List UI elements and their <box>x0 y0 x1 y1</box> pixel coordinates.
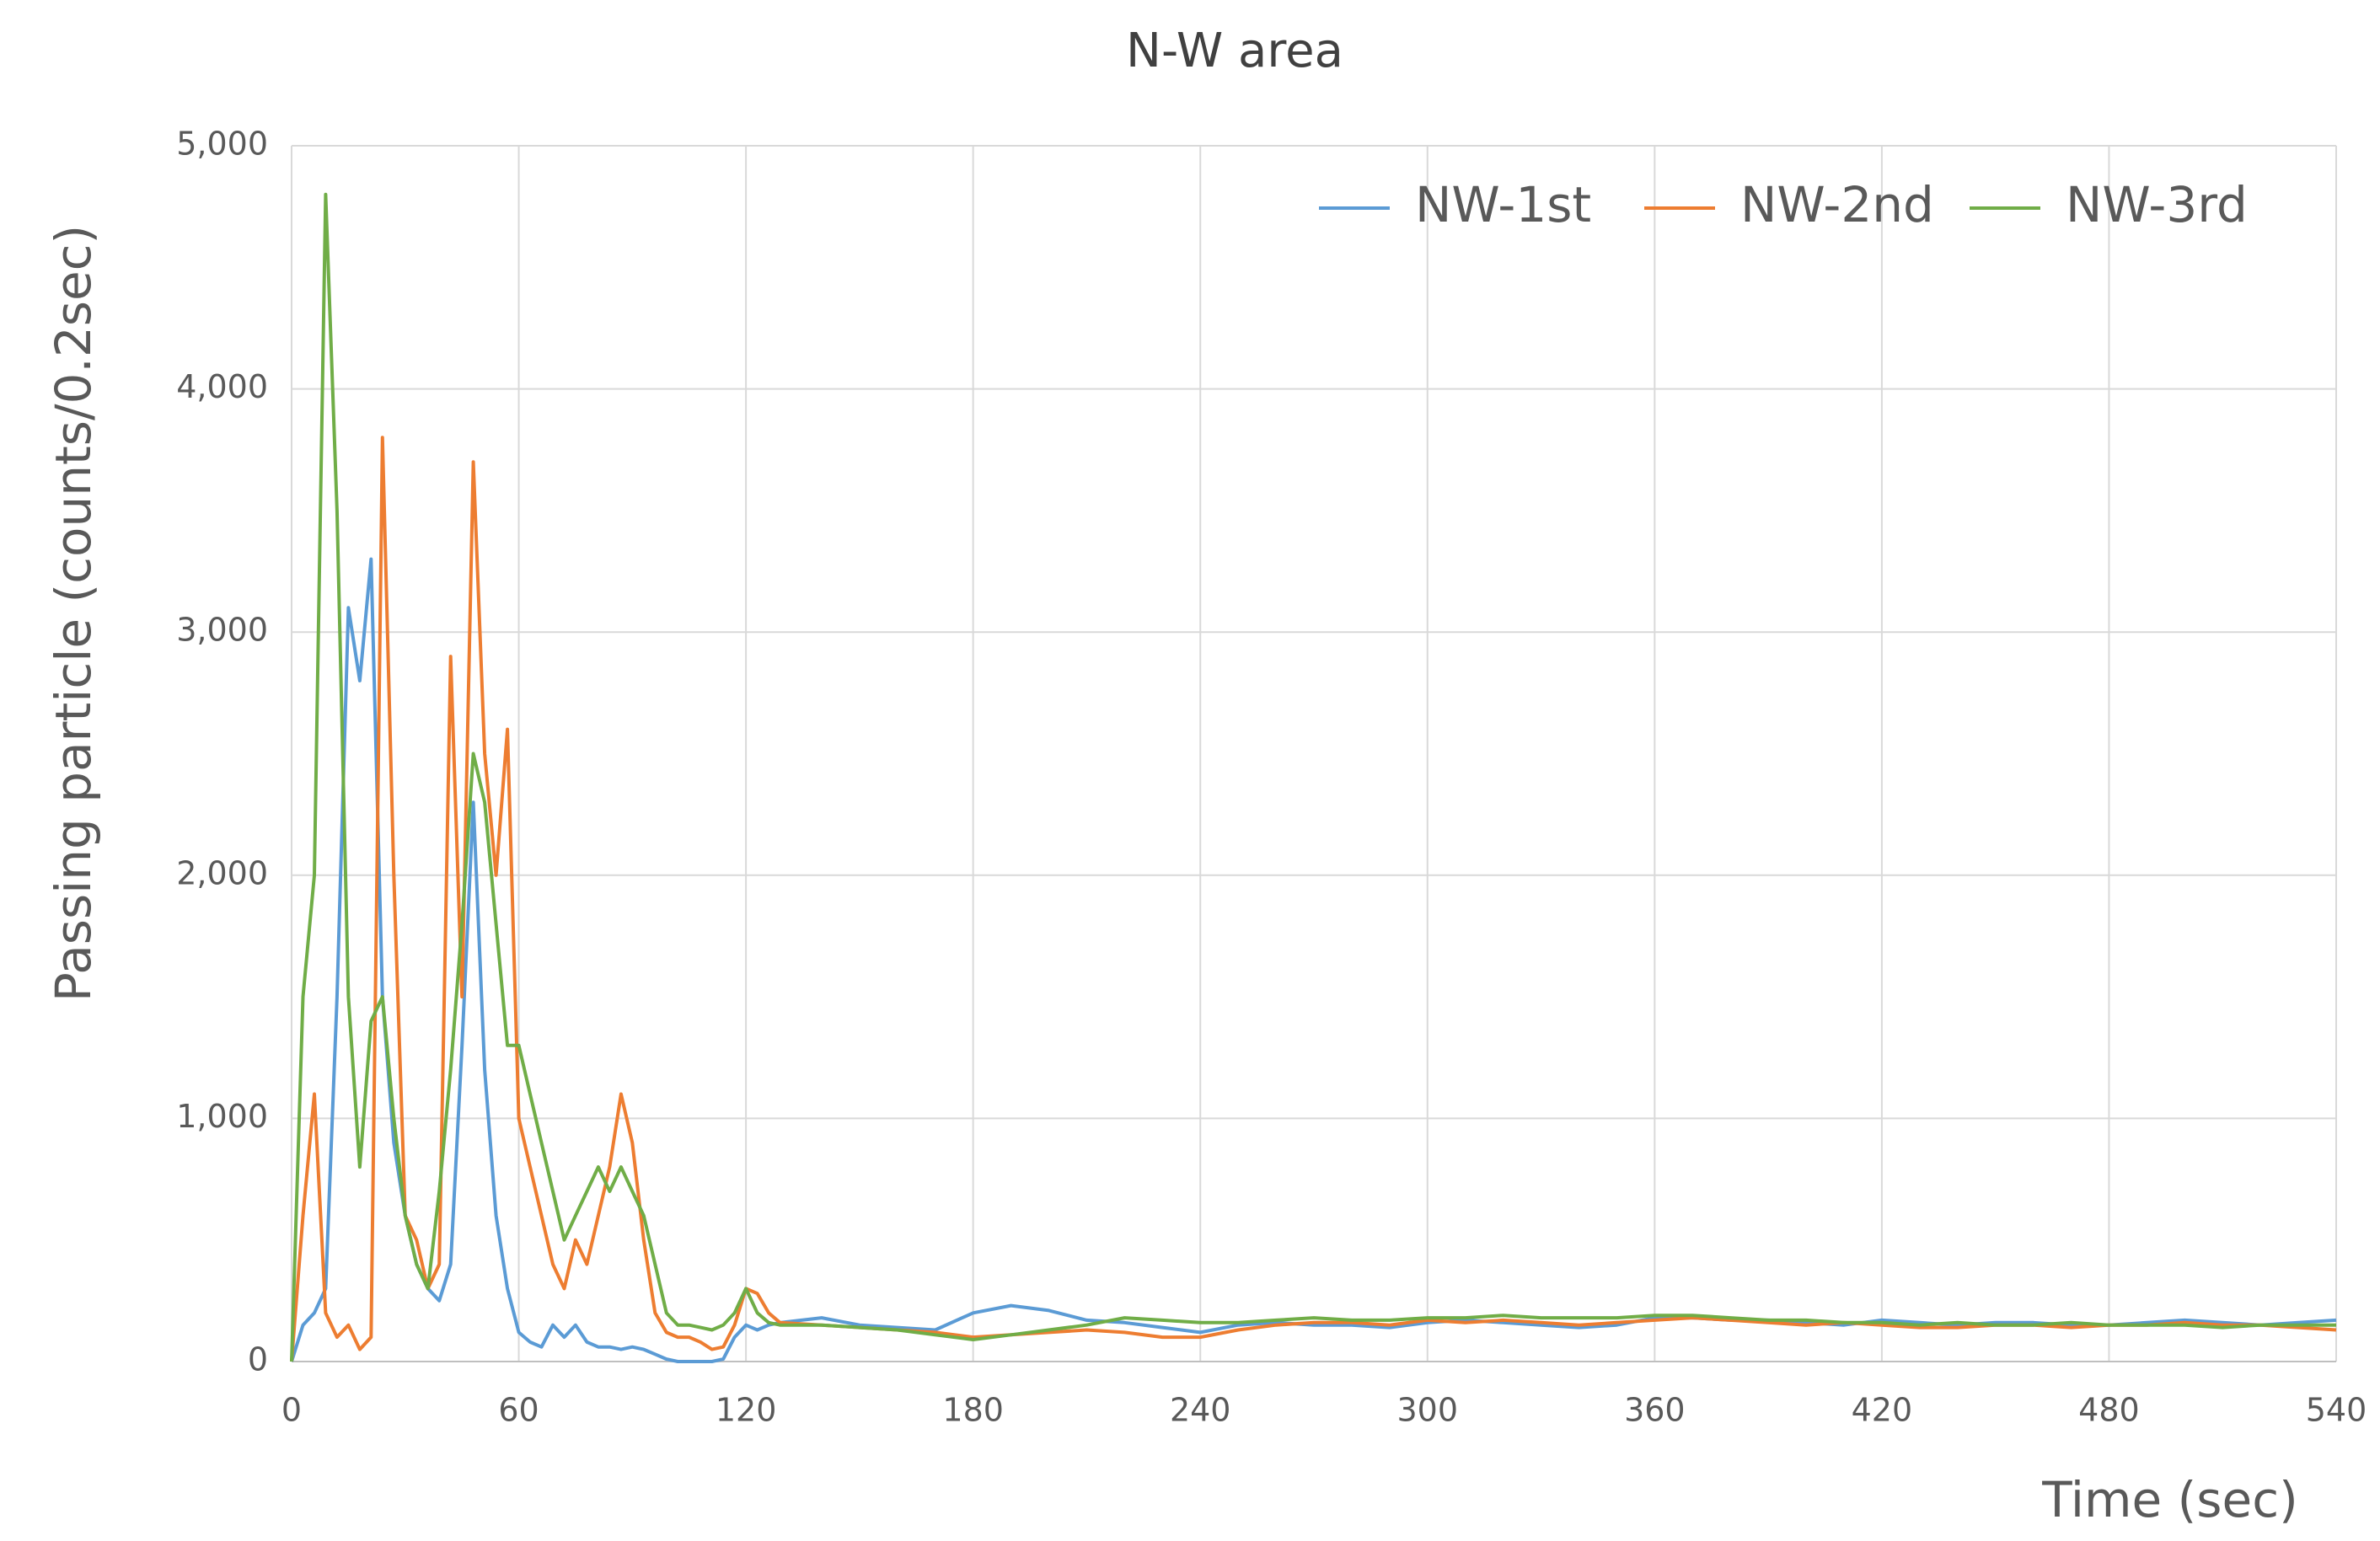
x-tick-label: 420 <box>1852 1392 1913 1429</box>
y-tick-label: 5,000 <box>176 126 268 163</box>
y-tick-label: 2,000 <box>176 854 268 891</box>
chart-title: N-W area <box>1126 24 1343 78</box>
x-tick-label: 180 <box>942 1392 1004 1429</box>
x-tick-label: 360 <box>1624 1392 1686 1429</box>
x-tick-label: 60 <box>498 1392 539 1429</box>
x-tick-label: 480 <box>2078 1392 2140 1429</box>
series-line <box>290 192 2336 1362</box>
legend-label: NW-1st <box>1415 176 1591 233</box>
x-tick-label: 240 <box>1170 1392 1231 1429</box>
y-axis-title: Passing particle (counts/0.2sec) <box>45 225 102 1002</box>
legend-label: NW-2nd <box>1740 176 1934 233</box>
series-line <box>290 436 2337 1362</box>
y-tick-label: 3,000 <box>176 612 268 649</box>
x-tick-label: 0 <box>281 1392 302 1429</box>
y-tick-label: 4,000 <box>176 368 268 405</box>
x-tick-label: 300 <box>1397 1392 1459 1429</box>
x-tick-label: 120 <box>716 1392 777 1429</box>
x-axis-title: Time (sec) <box>2041 1471 2297 1528</box>
x-tick-label: 540 <box>2306 1392 2367 1429</box>
y-tick-label: 0 <box>248 1341 268 1378</box>
series-line <box>290 557 2337 1363</box>
y-tick-label: 1,000 <box>176 1098 268 1135</box>
legend-label: NW-3rd <box>2066 176 2248 233</box>
